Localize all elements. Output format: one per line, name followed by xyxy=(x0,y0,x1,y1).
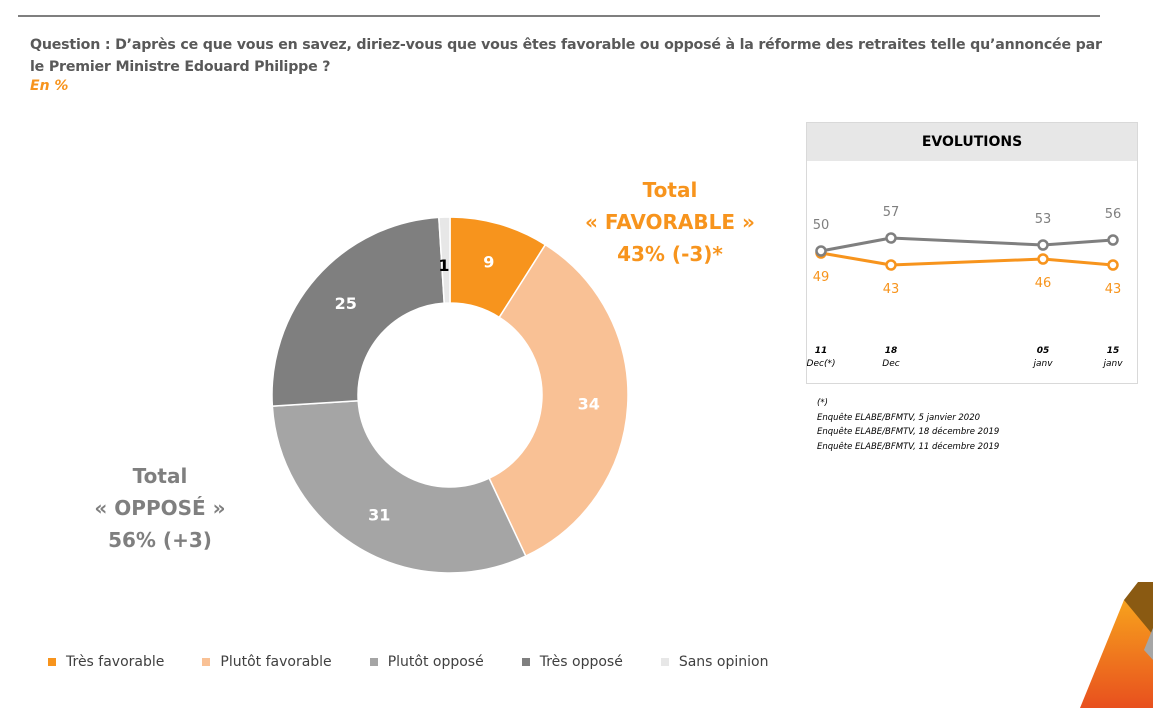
x-tick-month: Dec xyxy=(882,359,899,369)
x-tick-month: janv xyxy=(1031,359,1053,369)
donut-slice-plutôt-favorable xyxy=(488,243,629,558)
legend-label: Très opposé xyxy=(539,654,623,670)
line-marker xyxy=(885,259,897,271)
legend-item-plutot-oppose: Plutôt opposé xyxy=(369,654,484,670)
evolutions-line-chart: 49 43 46 43 50 57 53 56 11 Dec(*) 18 Dec 05 janv 15 jan… xyxy=(807,205,1123,369)
legend-swatch-icon xyxy=(48,658,56,666)
footnote-line: Enquête ELABE/BFMTV, 11 décembre 2019 xyxy=(817,441,1000,452)
top-divider xyxy=(18,15,1100,17)
donut-chart: 9 34 31 25 1 xyxy=(271,216,629,574)
unit-label: En % xyxy=(30,78,69,94)
x-tick-month: janv xyxy=(1101,359,1123,369)
legend-item-tres-oppose: Très opposé xyxy=(521,654,623,670)
footnotes: (*) Enquête ELABE/BFMTV, 5 janvier 2020 … xyxy=(817,396,999,454)
footnote-line: Enquête ELABE/BFMTV, 18 décembre 2019 xyxy=(817,427,1000,437)
line-value-label: 46 xyxy=(1035,276,1052,291)
legend-item-sans-opinion: Sans opinion xyxy=(660,654,769,670)
brand-logo-icon xyxy=(1080,582,1153,708)
total-favorable-title: Total xyxy=(642,178,698,202)
legend-swatch-icon xyxy=(202,658,211,666)
evolutions-panel: EVOLUTIONS 49 43 46 43 50 57 53 56 11 Dec(*) 18 Dec… xyxy=(806,122,1138,384)
legend-label: Très favorable xyxy=(66,654,165,670)
total-oppose-value: 56% (+3) xyxy=(108,528,212,552)
footnote-marker: (*) xyxy=(817,398,828,408)
donut-slice-sans-opinion xyxy=(438,216,451,304)
legend-swatch-icon xyxy=(660,658,669,666)
line-value-label: 50 xyxy=(813,218,830,233)
line-marker xyxy=(1107,259,1119,271)
legend-label: Plutôt opposé xyxy=(387,654,484,670)
line-value-label: 53 xyxy=(1035,212,1052,227)
donut-slice-très-opposé xyxy=(271,216,446,407)
total-oppose-title: Total xyxy=(132,464,188,488)
legend-label: Sans opinion xyxy=(678,654,769,670)
line-marker xyxy=(1037,253,1049,265)
line-series xyxy=(820,251,1114,267)
line-value-label: 57 xyxy=(883,205,900,220)
x-tick-day: 11 xyxy=(815,346,828,356)
x-tick-day: 15 xyxy=(1107,346,1120,356)
line-marker xyxy=(1107,234,1119,246)
footnote-line: Enquête ELABE/BFMTV, 5 janvier 2020 xyxy=(817,412,981,423)
total-oppose-label: Total « OPPOSÉ » 56% (+3) xyxy=(60,460,260,556)
line-marker xyxy=(1037,239,1049,251)
donut-slice-plutôt-opposé xyxy=(271,399,527,574)
question-text: Question : D’après ce que vous en savez,… xyxy=(30,37,1102,75)
total-favorable-label: Total « FAVORABLE » 43% (-3)* xyxy=(560,174,780,270)
total-favorable-value: 43% (-3)* xyxy=(617,242,723,266)
line-marker xyxy=(885,232,897,244)
line-marker xyxy=(815,245,827,257)
x-tick-month: Dec(*) xyxy=(807,359,835,369)
donut-value-label: 25 xyxy=(335,294,357,313)
legend-swatch-icon xyxy=(521,658,530,666)
legend-swatch-icon xyxy=(369,658,378,666)
donut-value-label: 9 xyxy=(483,253,494,272)
evolutions-title: EVOLUTIONS xyxy=(807,123,1137,161)
x-tick-day: 18 xyxy=(885,346,898,356)
legend-label: Plutôt favorable xyxy=(220,654,332,670)
line-value-label: 43 xyxy=(883,282,900,297)
line-value-label: 43 xyxy=(1105,282,1122,297)
legend-item-plutot-favorable: Plutôt favorable xyxy=(202,654,332,670)
line-value-label: 56 xyxy=(1105,207,1122,222)
total-oppose-name: « OPPOSÉ » xyxy=(94,496,226,520)
line-series xyxy=(820,236,1114,253)
total-favorable-name: « FAVORABLE » xyxy=(585,210,755,234)
donut-value-label: 31 xyxy=(368,506,390,525)
legend-item-tres-favorable: Très favorable xyxy=(48,654,164,670)
donut-value-label: 1 xyxy=(438,256,449,275)
chart-legend: Très favorable Plutôt favorable Plutôt o… xyxy=(48,654,806,670)
line-value-label: 49 xyxy=(813,270,830,285)
x-tick-day: 05 xyxy=(1037,346,1050,356)
donut-value-label: 34 xyxy=(578,395,600,414)
